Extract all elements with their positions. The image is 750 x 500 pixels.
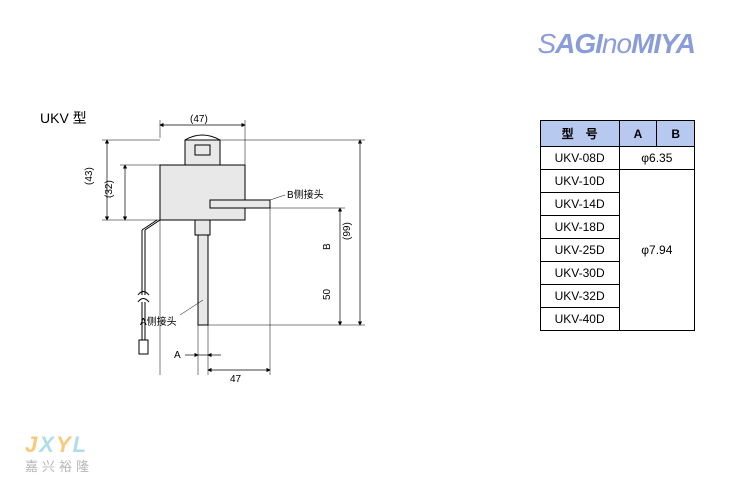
brand-logo: SAGInoMIYA	[537, 28, 695, 60]
dim-left-32: (32)	[104, 180, 115, 198]
cell-model: UKV-32D	[540, 285, 619, 308]
watermark: JXYL 嘉兴裕隆	[25, 432, 93, 475]
dim-right-50: 50	[322, 288, 333, 300]
cell-ab: φ6.35	[619, 147, 694, 170]
a-joint-label: A侧接头	[140, 315, 177, 328]
table-row: UKV-10D φ7.94	[540, 170, 694, 193]
col-model: 型 号	[540, 121, 619, 147]
cell-model: UKV-40D	[540, 308, 619, 331]
dim-bottom-A: A	[174, 350, 181, 361]
table-header-row: 型 号 A B	[540, 121, 694, 147]
col-b: B	[657, 121, 695, 147]
cell-model: UKV-30D	[540, 262, 619, 285]
cell-model: UKV-14D	[540, 193, 619, 216]
cell-ab: φ7.94	[619, 170, 694, 331]
dim-left-43: (43)	[84, 167, 95, 185]
table-row: UKV-08D φ6.35	[540, 147, 694, 170]
cell-model: UKV-08D	[540, 147, 619, 170]
cell-model: UKV-18D	[540, 216, 619, 239]
dim-right-B: B	[322, 243, 333, 250]
engineering-diagram: B侧接头 A侧接头 (47) (43) (32) (99) 50 B A 47	[40, 100, 410, 430]
spec-table: 型 号 A B UKV-08D φ6.35 UKV-10D φ7.94 UKV-…	[540, 120, 695, 331]
cell-model: UKV-25D	[540, 239, 619, 262]
col-a: A	[619, 121, 657, 147]
dim-top-47: (47)	[190, 114, 208, 125]
watermark-text: 嘉兴裕隆	[25, 456, 93, 475]
dim-right-99: (99)	[342, 222, 353, 240]
dim-bottom-47: 47	[230, 374, 242, 385]
cell-model: UKV-10D	[540, 170, 619, 193]
b-joint-label: B侧接头	[287, 188, 324, 201]
watermark-logo: JXYL	[25, 432, 93, 458]
